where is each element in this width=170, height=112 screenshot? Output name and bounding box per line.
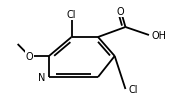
Text: O: O [26, 52, 33, 61]
Text: OH: OH [152, 31, 167, 41]
Text: Cl: Cl [67, 10, 76, 20]
Text: Cl: Cl [128, 84, 138, 94]
Text: N: N [38, 72, 45, 82]
Text: O: O [117, 7, 124, 17]
